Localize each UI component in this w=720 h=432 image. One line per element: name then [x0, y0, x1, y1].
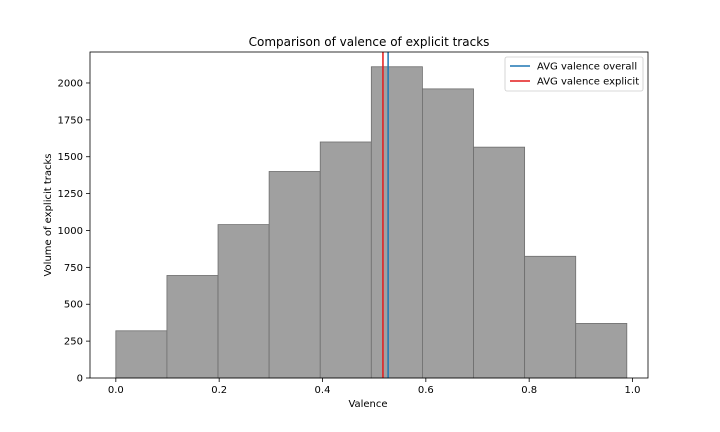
legend-label: AVG valence explicit [537, 77, 639, 88]
legend-box [504, 56, 644, 92]
histogram-bar [422, 88, 474, 379]
legend: AVG valence overall AVG valence explicit [504, 56, 644, 92]
average-lines [382, 52, 389, 378]
histogram-bar [319, 141, 372, 379]
plot-frame [89, 51, 649, 379]
y-tick-label: 250 [64, 337, 83, 348]
y-tick-label: 750 [64, 263, 83, 274]
x-tick-label: 0.4 [315, 385, 331, 396]
x-axis-ticks: 0.0 0.2 0.4 0.6 0.8 1.0 [108, 378, 641, 396]
histogram-bar [217, 224, 270, 379]
x-axis-label: Valence [348, 399, 387, 410]
y-tick-label: 1750 [58, 115, 83, 126]
y-tick-label: 1500 [58, 152, 83, 163]
legend-label: AVG valence overall [537, 62, 637, 73]
histogram-bar [524, 255, 577, 379]
y-tick-label: 1250 [58, 189, 83, 200]
x-tick-label: 0.0 [108, 385, 124, 396]
histogram-bar [575, 323, 628, 379]
histogram-bar [473, 146, 526, 379]
histogram-bar [166, 275, 219, 379]
y-tick-label: 0 [77, 374, 83, 385]
y-axis-ticks: 0 250 500 750 1000 1250 1500 1750 2000 [58, 78, 90, 385]
histogram-bar [115, 330, 168, 379]
histogram-bar [370, 66, 423, 379]
y-tick-label: 2000 [58, 78, 83, 89]
x-tick-label: 0.6 [418, 385, 434, 396]
histogram-bar [268, 171, 321, 379]
x-tick-label: 0.8 [521, 385, 537, 396]
y-tick-label: 1000 [58, 226, 83, 237]
chart-title: Comparison of valence of explicit tracks [249, 35, 490, 49]
x-tick-label: 0.2 [211, 385, 227, 396]
y-tick-label: 500 [64, 300, 83, 311]
x-tick-label: 1.0 [625, 385, 641, 396]
histogram-bars [115, 66, 628, 379]
y-axis-label: Volume of explicit tracks [43, 153, 54, 276]
